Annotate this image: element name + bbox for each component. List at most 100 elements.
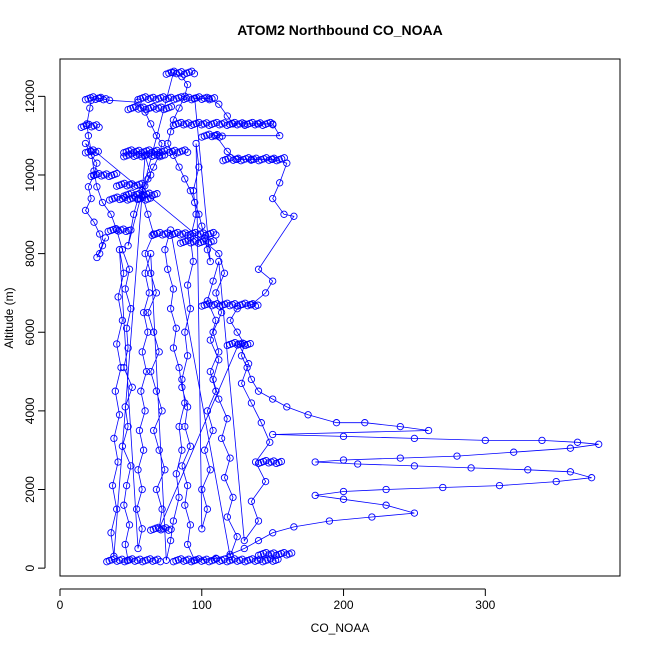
data-point [163, 229, 172, 237]
data-point [192, 139, 200, 148]
level-run [219, 154, 288, 165]
data-point [113, 340, 121, 348]
data-point [198, 222, 206, 230]
y-tick-label: 10000 [23, 158, 37, 192]
x-tick-label: 0 [57, 598, 64, 612]
data-point [256, 119, 264, 127]
data-point [118, 555, 126, 563]
data-point [147, 367, 155, 376]
data-point [495, 481, 504, 490]
data-point [158, 505, 166, 513]
chart-title: ATOM2 Northbound CO_NOAA [237, 22, 443, 38]
data-point [139, 446, 148, 454]
data-point [209, 375, 217, 384]
data-point [248, 118, 257, 127]
data-point [238, 119, 246, 127]
plot-area [77, 67, 603, 566]
data-point [205, 130, 214, 138]
data-point [215, 257, 223, 266]
y-tick-label: 6000 [23, 319, 37, 346]
data-point [215, 249, 223, 258]
data-point [198, 485, 206, 494]
data-point [213, 555, 221, 563]
data-point [195, 118, 203, 127]
data-point [249, 300, 257, 308]
data-point [86, 104, 94, 112]
data-point [311, 458, 319, 466]
data-point [141, 249, 149, 258]
data-point [223, 112, 231, 120]
data-point [92, 121, 101, 129]
data-point [114, 293, 122, 301]
data-point [205, 299, 214, 307]
data-point [210, 237, 218, 245]
data-point [192, 237, 200, 245]
data-point [119, 225, 128, 233]
data-point [145, 289, 153, 297]
data-point [181, 422, 189, 431]
data-point [169, 344, 178, 352]
data-point [110, 555, 119, 563]
data-point [181, 229, 189, 237]
data-point [144, 210, 152, 218]
data-point [127, 150, 136, 158]
data-point [89, 93, 97, 101]
data-point [121, 540, 129, 549]
level-run [104, 224, 133, 236]
data-point [266, 555, 275, 563]
data-point [107, 529, 115, 537]
data-point [158, 407, 166, 415]
data-point [114, 458, 122, 466]
data-point [156, 558, 165, 566]
data-point [136, 555, 144, 563]
data-point [158, 139, 166, 148]
data-point [169, 285, 178, 293]
data-point [223, 299, 231, 307]
data-point [254, 536, 263, 545]
data-point [152, 387, 161, 395]
data-point [215, 348, 223, 356]
data-point [220, 119, 229, 127]
data-point [113, 226, 121, 234]
data-point [113, 169, 121, 178]
data-point [183, 481, 192, 490]
data-point [172, 470, 180, 478]
level-run [77, 120, 103, 131]
data-point [410, 434, 419, 443]
data-point [215, 395, 223, 403]
data-point [510, 448, 518, 456]
data-point [195, 163, 203, 171]
data-point [87, 194, 95, 203]
data-point [270, 457, 278, 465]
data-point [181, 399, 189, 407]
data-point [131, 193, 139, 201]
data-point [361, 419, 369, 427]
data-point [175, 163, 183, 171]
data-point [149, 328, 158, 336]
data-point [81, 206, 90, 215]
data-point [135, 150, 143, 159]
data-point [203, 407, 212, 415]
data-point [209, 328, 217, 336]
data-point [213, 118, 221, 127]
data-point [178, 383, 186, 391]
data-point [262, 154, 271, 162]
y-tick-label: 12000 [23, 79, 37, 113]
data-point [290, 523, 298, 531]
data-point [191, 228, 200, 237]
data-point [121, 403, 129, 411]
data-point [339, 487, 348, 496]
data-point [237, 379, 246, 388]
data-point [149, 426, 158, 435]
level-run [198, 299, 262, 310]
data-point [573, 438, 582, 446]
data-point [237, 352, 246, 360]
data-point [154, 555, 162, 563]
data-point [332, 419, 341, 427]
data-point [134, 466, 142, 474]
data-point [254, 517, 263, 525]
data-point [453, 452, 461, 460]
y-tick-label: 8000 [23, 240, 37, 267]
